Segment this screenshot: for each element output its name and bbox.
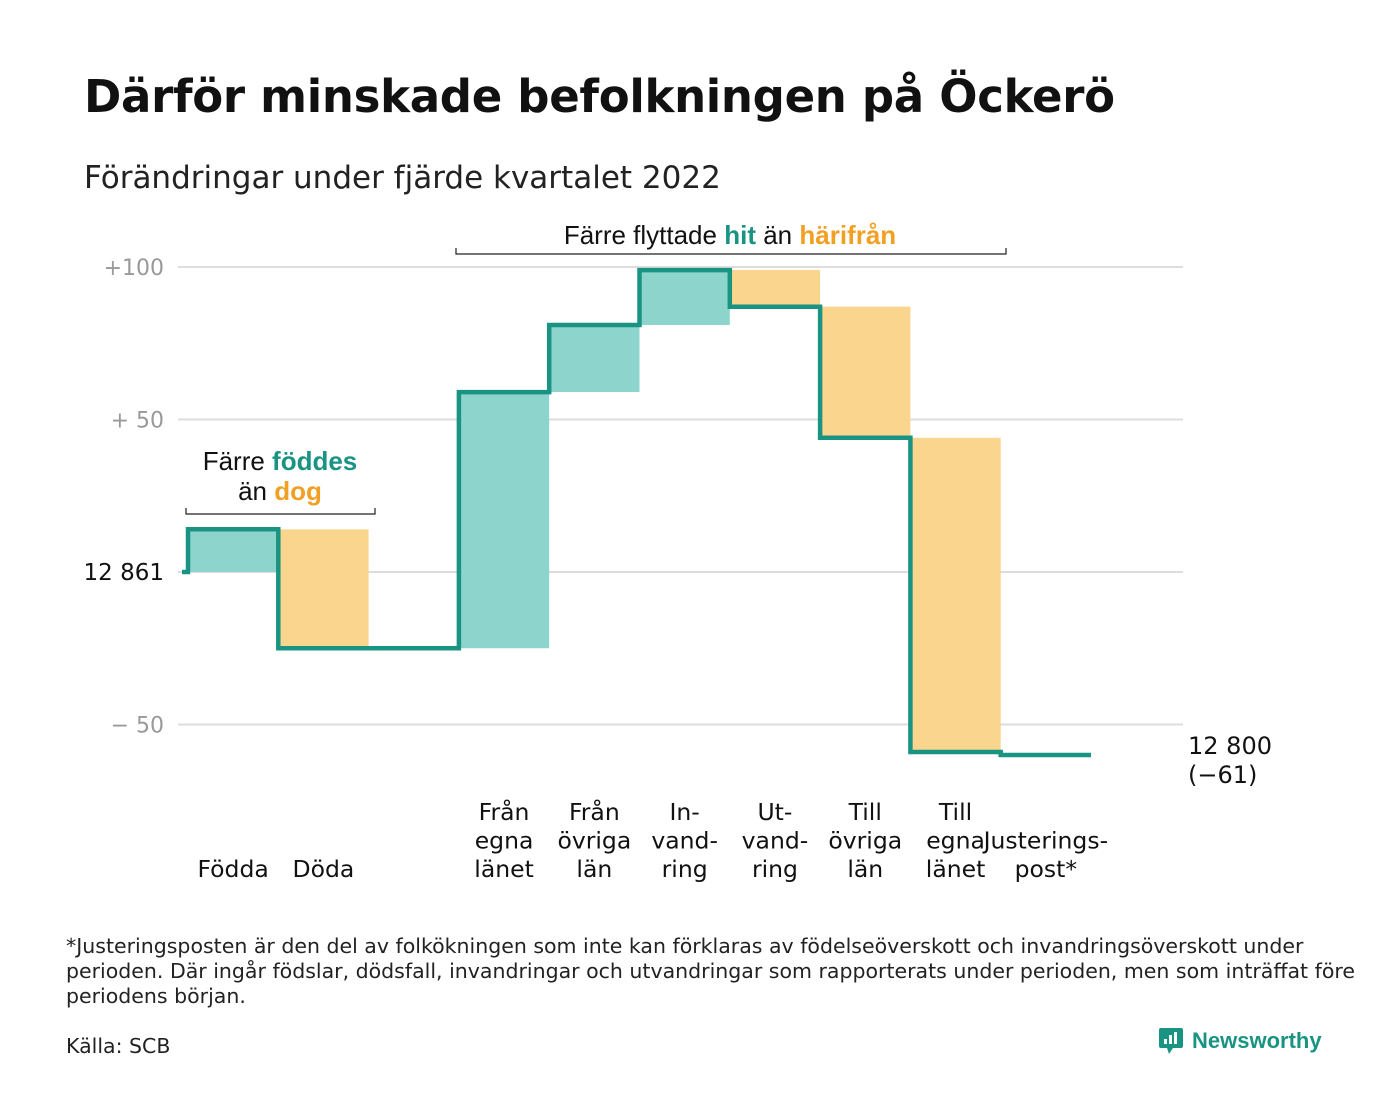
waterfall-bar	[729, 270, 821, 307]
category-label: län	[576, 855, 612, 883]
births-annotation-pre1: Färre	[203, 446, 272, 476]
category-label: In-	[669, 798, 699, 826]
bars	[188, 270, 1001, 752]
newsworthy-logo-icon	[1159, 1028, 1183, 1054]
category-labels: Födda DödaFrånegnalänetFrånövrigalänIn-va…	[198, 798, 1109, 883]
waterfall-bar	[278, 529, 369, 649]
category-label: Till	[938, 798, 972, 826]
births-annotation-pre2: än	[238, 476, 274, 506]
category-label: Justerings-	[982, 827, 1108, 855]
brand-logo: Newsworthy	[1158, 1026, 1322, 1056]
category-label: post*	[1015, 855, 1078, 883]
category-label: Till	[848, 798, 882, 826]
births-annotation-hl2: dog	[274, 476, 322, 506]
migration-bracket	[455, 248, 1007, 255]
category-label: vand-	[651, 827, 718, 855]
chart-title: Därför minskade befolkningen på Öckerö	[84, 70, 1115, 123]
y-tick-label: + 50	[111, 409, 164, 434]
category-label: länet	[474, 855, 534, 883]
waterfall-bar	[458, 392, 550, 649]
brand-name: Newsworthy	[1192, 1028, 1322, 1053]
category-label: Från	[569, 798, 620, 826]
waterfall-bar	[188, 529, 279, 572]
level-line	[182, 267, 1091, 758]
waterfall-bar	[910, 437, 1001, 752]
chart-subtitle: Förändringar under fjärde kvartalet 2022	[84, 160, 721, 196]
category-label: Födda	[198, 855, 269, 883]
y-tick-label: − 50	[111, 714, 164, 739]
category-label: ring	[752, 855, 798, 883]
category-label: ring	[662, 855, 708, 883]
category-label: Döda	[293, 855, 355, 883]
waterfall-bar	[639, 270, 730, 325]
category-label: egna	[475, 827, 534, 855]
y-tick-label: +100	[104, 256, 164, 281]
births-annotation: Färre föddes än dog	[185, 446, 376, 515]
waterfall-bar	[820, 306, 911, 438]
svg-text:än dog: än dog	[238, 476, 322, 506]
migration-annotation-mid: än	[756, 220, 799, 250]
category-label: övriga	[828, 827, 902, 855]
births-annotation-hl1: föddes	[272, 446, 357, 476]
category-label: Från	[479, 798, 530, 826]
category-label: vand-	[742, 827, 809, 855]
start-value-label: 12 861	[84, 560, 164, 586]
y-axis-ticks: +100 + 50 − 50	[104, 256, 164, 739]
migration-annotation-hl2: härifrån	[799, 220, 896, 250]
category-label: övriga	[557, 827, 631, 855]
footnote: *Justeringsposten är den del av folkökni…	[66, 934, 1355, 1008]
svg-text:Färre flyttade hit än härifrån: Färre flyttade hit än härifrån	[564, 220, 896, 250]
migration-annotation-hl1: hit	[724, 220, 756, 250]
source-note: Källa: SCB	[66, 1034, 171, 1058]
end-change-label: (−61)	[1188, 761, 1257, 789]
category-label: länet	[926, 855, 986, 883]
waterfall-chart: +100+ 50− 50 Födda DödaFrånegnalänetFrånö…	[84, 220, 1272, 883]
births-bracket	[185, 508, 376, 515]
svg-text:Färre föddes: Färre föddes	[203, 446, 358, 476]
waterfall-bar	[549, 324, 640, 393]
end-value-label: 12 800	[1188, 732, 1272, 760]
grid-lines	[178, 266, 1183, 726]
category-label: egna	[926, 827, 985, 855]
running-total-line	[182, 267, 1091, 758]
migration-annotation: Färre flyttade hit än härifrån	[455, 220, 1007, 255]
migration-annotation-pre: Färre flyttade	[564, 220, 724, 250]
category-label: Ut-	[757, 798, 792, 826]
category-label: län	[847, 855, 883, 883]
